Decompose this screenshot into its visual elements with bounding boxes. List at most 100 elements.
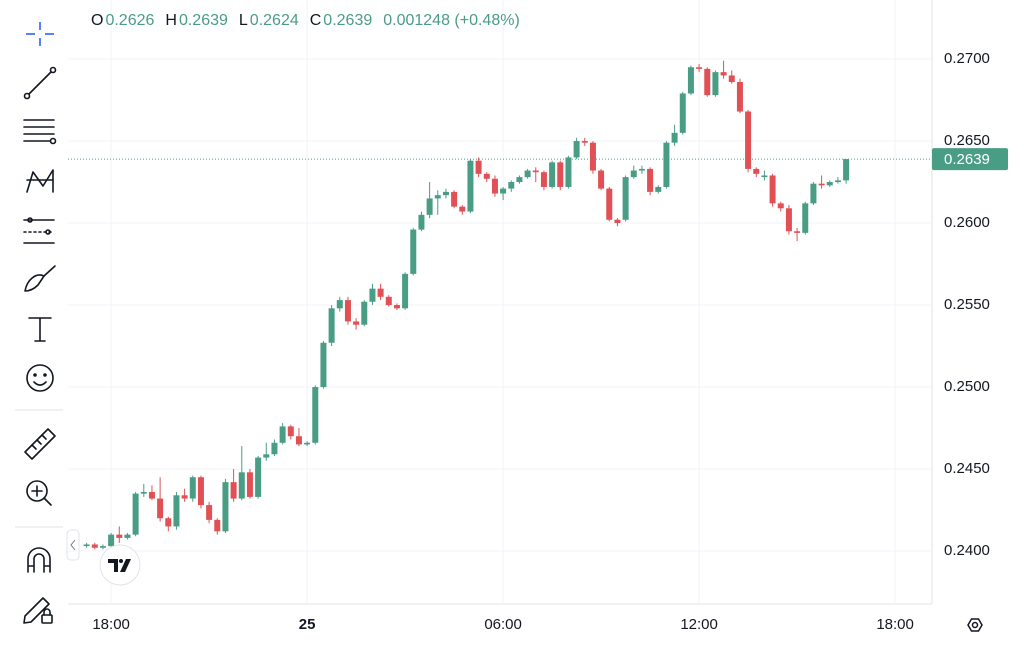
- crosshair-tool[interactable]: [26, 22, 54, 46]
- y-tick-label: 0.2600: [944, 214, 990, 231]
- collapse-toolbar-button[interactable]: [66, 529, 80, 561]
- candle-body: [165, 518, 172, 527]
- candles: [68, 60, 932, 550]
- candle-body: [393, 305, 400, 309]
- legend-key: H: [165, 12, 177, 29]
- candle-body: [410, 229, 417, 274]
- candle-body: [344, 300, 351, 322]
- settings-button[interactable]: [967, 618, 983, 632]
- candle-body: [475, 160, 482, 174]
- y-tick-label: 0.2700: [944, 50, 990, 67]
- brush-tool[interactable]: [24, 265, 56, 292]
- candle-body: [467, 160, 474, 212]
- candle-body: [565, 157, 572, 187]
- candle-body: [230, 482, 237, 499]
- candle-body: [532, 170, 539, 173]
- last-price-label: 0.2639: [944, 151, 990, 168]
- candle-body: [622, 177, 629, 220]
- last-price-tag: [932, 148, 1008, 171]
- y-tick-label: 0.2400: [944, 542, 990, 559]
- candle-body: [263, 454, 270, 458]
- candle-body: [361, 301, 368, 325]
- candle-body: [491, 178, 498, 194]
- candle-body: [377, 288, 384, 297]
- candle-body: [826, 182, 833, 186]
- candle-body: [745, 111, 752, 169]
- candle-body: [304, 442, 311, 445]
- trend-line-tool[interactable]: [23, 66, 57, 100]
- candle-body: [132, 493, 139, 535]
- candle-body: [818, 183, 825, 186]
- legend-key: O: [91, 12, 104, 29]
- candle-body: [336, 300, 343, 309]
- candle-body: [434, 195, 441, 199]
- y-tick-label: 0.2650: [944, 132, 990, 149]
- ohlc-legend: O 0.2626 H 0.2639 L 0.2624 C 0.2639 0.001248…: [91, 12, 531, 30]
- candle-body: [197, 477, 204, 506]
- forecast-tool[interactable]: [23, 217, 55, 244]
- candle-body: [173, 495, 180, 527]
- candle-body: [116, 534, 123, 538]
- candle-body: [418, 214, 425, 230]
- candle-body: [794, 231, 801, 233]
- candle-body: [483, 173, 490, 179]
- candle-body: [271, 442, 278, 455]
- candle-body: [91, 544, 98, 548]
- zoom-tool[interactable]: [26, 480, 52, 506]
- candle-body: [148, 491, 155, 499]
- legend-value: 0.2626: [105, 12, 155, 29]
- candle-body: [769, 175, 776, 204]
- candle-body: [140, 491, 147, 494]
- candle-body: [598, 170, 605, 189]
- text-tool[interactable]: [28, 317, 52, 342]
- candle-body: [777, 203, 784, 209]
- candle-body: [687, 67, 694, 94]
- candle-body: [736, 81, 743, 112]
- candle-body: [663, 142, 670, 187]
- candle-body: [295, 436, 302, 445]
- legend-key: L: [238, 12, 248, 29]
- candle-body: [606, 188, 613, 220]
- candle-body: [238, 472, 245, 499]
- candle-body: [459, 206, 466, 212]
- candle-body: [279, 426, 286, 443]
- candle-body: [246, 472, 253, 497]
- candle-body: [540, 172, 547, 187]
- candle-body: [255, 457, 262, 497]
- candle-body: [181, 495, 188, 499]
- legend-value: 0.2639: [178, 12, 228, 29]
- lock-drawings-tool[interactable]: [23, 597, 53, 624]
- candle-body: [753, 168, 760, 174]
- x-tick-label: 12:00: [680, 616, 718, 633]
- candle-body: [557, 162, 564, 187]
- ruler-tool[interactable]: [24, 428, 56, 460]
- candle-body: [287, 426, 294, 437]
- legend-value: 0.2639: [323, 12, 373, 29]
- candle-body: [524, 170, 531, 178]
- legend-change: 0.001248 (+0.48%): [383, 12, 520, 29]
- emoji-tool[interactable]: [26, 364, 54, 392]
- candle-body: [124, 534, 131, 538]
- candle-body: [426, 198, 433, 215]
- x-tick-label: 06:00: [484, 616, 522, 633]
- candle-body: [157, 498, 164, 519]
- pattern-tool[interactable]: [26, 169, 54, 193]
- candle-body: [369, 288, 376, 302]
- tradingview-logo[interactable]: [99, 544, 141, 586]
- x-tick-label: 18:00: [876, 616, 914, 633]
- candle-body: [581, 141, 588, 143]
- candle-body: [720, 72, 727, 76]
- candle-body: [402, 273, 409, 309]
- candle-body: [802, 203, 809, 233]
- candle-body: [696, 67, 703, 69]
- axes: 0.2400 0.2450 0.2500 0.2550 0.2600 0.2650 0.27…: [92, 50, 1008, 633]
- y-tick-label: 0.2500: [944, 378, 990, 395]
- fib-tool[interactable]: [23, 119, 57, 145]
- magnet-tool[interactable]: [27, 547, 51, 573]
- candle-body: [834, 180, 841, 183]
- x-tick-label: 18:00: [92, 616, 130, 633]
- candle-body: [810, 183, 817, 204]
- candle-body: [655, 186, 662, 192]
- candle-body: [99, 546, 106, 548]
